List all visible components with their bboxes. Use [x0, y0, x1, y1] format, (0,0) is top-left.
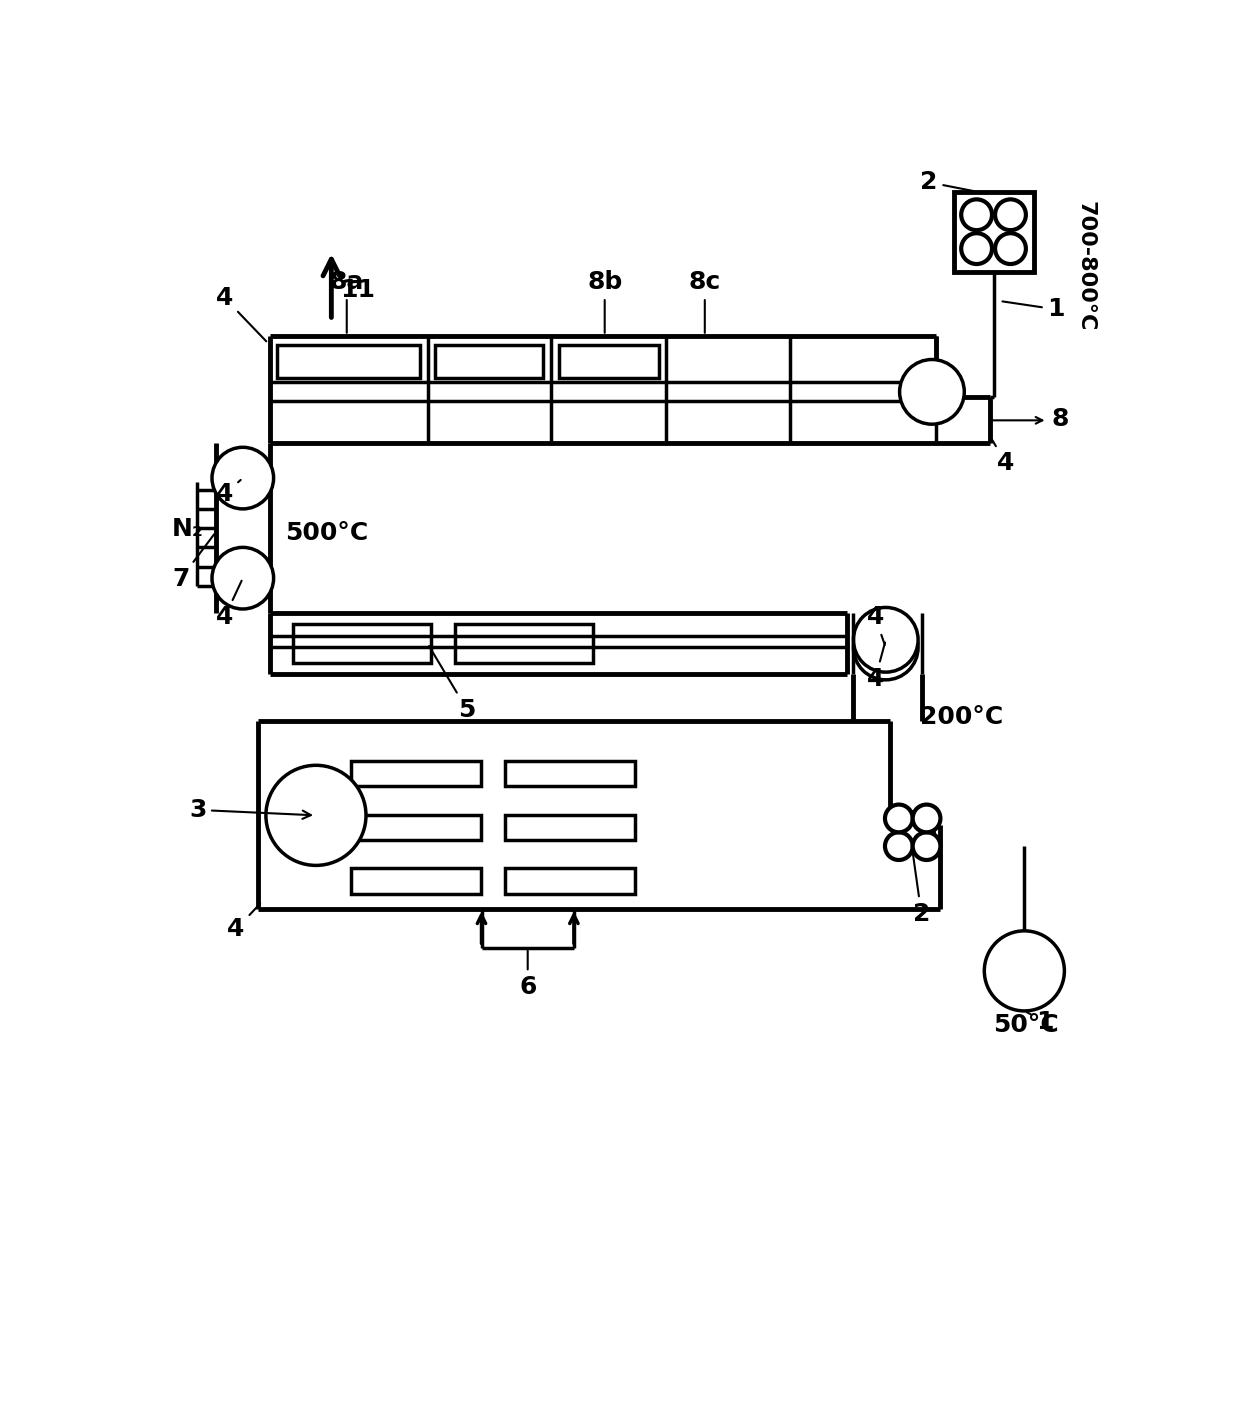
Bar: [505, 869, 635, 895]
Text: 4: 4: [227, 903, 260, 941]
Bar: [893, 813, 932, 852]
Text: 4: 4: [216, 286, 267, 341]
Bar: [505, 761, 635, 786]
Text: 1: 1: [1027, 1010, 1054, 1034]
Bar: [278, 344, 420, 378]
Text: 50°C: 50°C: [993, 1013, 1059, 1037]
Text: 7: 7: [172, 535, 215, 591]
Circle shape: [913, 832, 940, 861]
Bar: [351, 761, 481, 786]
Circle shape: [913, 804, 940, 832]
Circle shape: [212, 447, 274, 509]
Text: 4: 4: [216, 581, 242, 629]
Circle shape: [885, 832, 913, 861]
Text: 200°C: 200°C: [920, 706, 1003, 729]
Text: 8b: 8b: [587, 271, 622, 333]
Bar: [351, 869, 481, 895]
Text: 4: 4: [991, 439, 1014, 476]
Bar: [505, 814, 635, 840]
Circle shape: [961, 199, 992, 230]
Text: 2: 2: [920, 171, 973, 195]
Text: N₂: N₂: [172, 516, 203, 540]
Circle shape: [212, 547, 274, 610]
Text: 11: 11: [341, 278, 376, 302]
Bar: [455, 625, 593, 663]
Text: 500°C: 500°C: [285, 521, 368, 545]
Circle shape: [853, 608, 918, 672]
Circle shape: [265, 765, 366, 865]
Circle shape: [994, 199, 1025, 230]
Text: 8c: 8c: [688, 271, 720, 333]
Circle shape: [985, 931, 1064, 1010]
Bar: [293, 625, 432, 663]
Text: 4: 4: [867, 605, 885, 645]
Text: 1: 1: [1002, 298, 1065, 322]
Bar: [954, 192, 1034, 272]
Bar: [558, 344, 658, 378]
Circle shape: [994, 233, 1025, 264]
Text: 2: 2: [913, 855, 930, 926]
Bar: [435, 344, 543, 378]
Text: 4: 4: [216, 480, 241, 507]
Text: 6: 6: [520, 951, 537, 999]
Text: 8a: 8a: [330, 271, 363, 333]
Text: 700-800°C: 700-800°C: [1076, 202, 1096, 332]
Text: 4: 4: [867, 642, 885, 691]
Text: 3: 3: [188, 797, 311, 821]
Circle shape: [899, 360, 965, 425]
Circle shape: [961, 233, 992, 264]
Bar: [351, 814, 481, 840]
Circle shape: [853, 615, 918, 680]
Text: 8: 8: [1052, 408, 1069, 432]
Text: 5: 5: [429, 646, 476, 722]
Circle shape: [885, 804, 913, 832]
